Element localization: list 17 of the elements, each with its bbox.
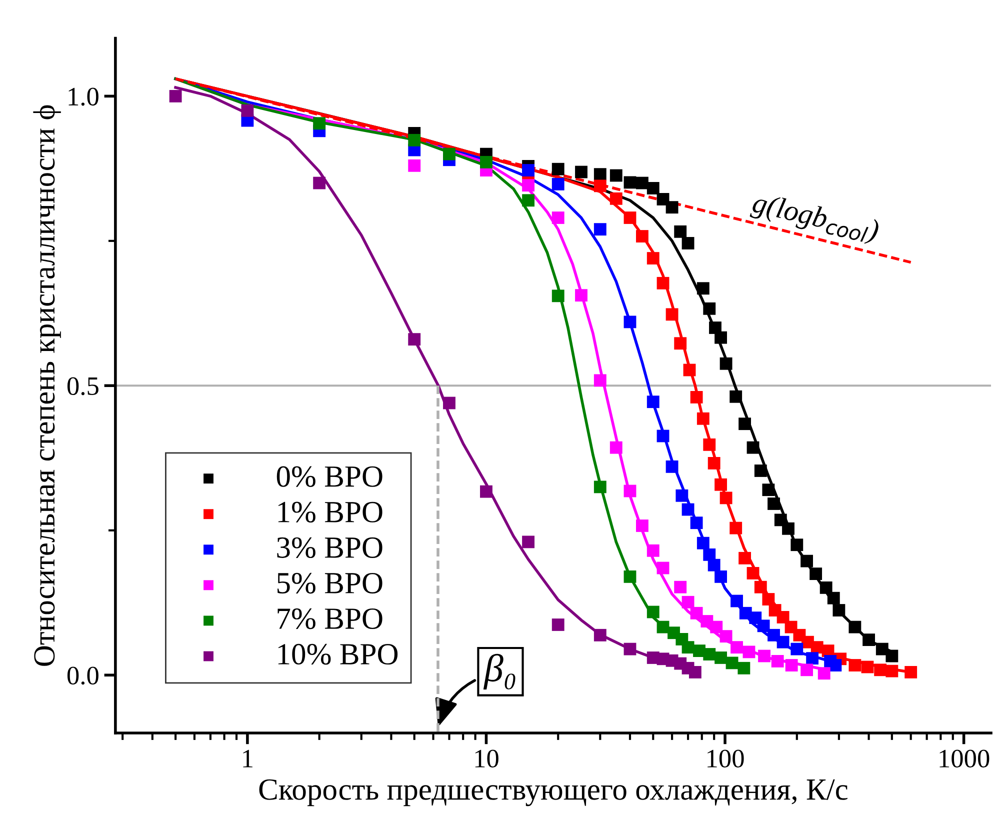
legend-label: 3% BPO bbox=[277, 537, 382, 558]
legend-label: 5% BPO bbox=[278, 572, 382, 594]
y-tick-label: 0.0 bbox=[67, 666, 98, 685]
x-axis-title: Скорость предшествующего охлаждения, К/с bbox=[259, 779, 848, 806]
annotation: β₀ bbox=[483, 654, 516, 690]
legend-label: 10% BPO bbox=[278, 644, 398, 665]
legend-label: 7% BPO bbox=[278, 608, 382, 630]
y-tick-label: 1.0 bbox=[68, 88, 98, 106]
annotation: g(logb$_{cool}$) bbox=[750, 191, 880, 246]
legend-label: 0% BPO bbox=[276, 466, 382, 487]
y-tick-label: 0.5 bbox=[67, 377, 98, 396]
y-axis-title: Относительная степень кристалличности ϕ bbox=[33, 105, 61, 666]
x-tick-label: 1 bbox=[243, 750, 252, 768]
x-tick-label: 10 bbox=[475, 750, 498, 768]
x-tick-label: 1000 bbox=[940, 750, 990, 768]
x-tick-label: 100 bbox=[708, 750, 744, 768]
legend-label: 1% BPO bbox=[278, 502, 382, 523]
